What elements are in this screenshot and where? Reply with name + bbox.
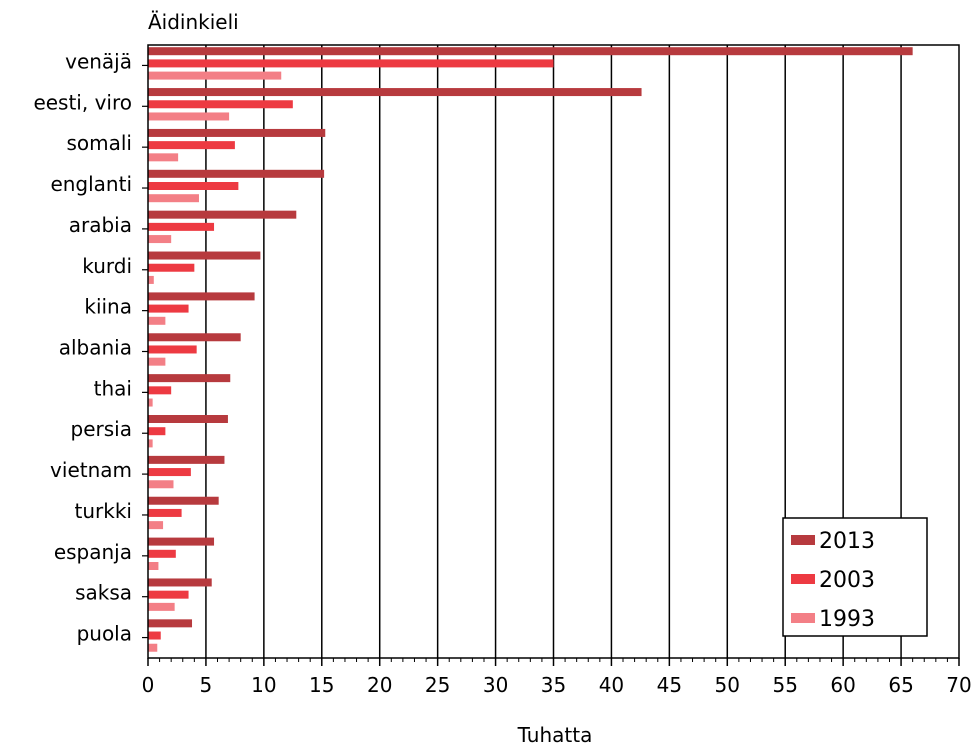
bar	[148, 508, 182, 517]
bar	[148, 316, 166, 325]
legend: 2013 2003 1993	[782, 517, 928, 637]
bar	[148, 128, 326, 137]
x-tick-label: 35	[541, 673, 566, 697]
x-tick-label: 45	[657, 673, 682, 697]
bar	[148, 631, 161, 640]
bar	[148, 398, 153, 407]
category-label: eesti, viro	[33, 90, 132, 114]
category-label: kurdi	[82, 254, 132, 278]
bar	[148, 415, 228, 423]
category-label: persia	[71, 417, 132, 441]
bar	[148, 71, 282, 80]
x-tick-label: 40	[599, 673, 624, 697]
bar	[148, 590, 189, 599]
bar	[148, 100, 293, 109]
bar	[148, 251, 261, 260]
bar	[148, 169, 325, 178]
bar	[148, 88, 642, 97]
bar	[148, 439, 153, 448]
legend-swatch	[791, 535, 815, 545]
x-tick-label: 65	[888, 673, 913, 697]
bar	[148, 468, 191, 477]
bar	[148, 549, 176, 558]
bar	[148, 643, 158, 652]
category-label: venäjä	[65, 49, 132, 73]
category-label: kiina	[84, 295, 132, 319]
legend-label: 2003	[819, 568, 875, 593]
bar	[148, 47, 913, 56]
legend-swatch	[791, 574, 815, 584]
x-tick-label: 60	[830, 673, 855, 697]
x-axis-ticks: 0 5 10 15 20 25 30 35 40 45 50 55 60 65 70	[142, 658, 972, 697]
x-tick-label: 55	[772, 673, 797, 697]
bars	[148, 47, 913, 652]
bar	[148, 345, 197, 354]
bar	[148, 112, 230, 121]
bar	[148, 562, 159, 570]
bar	[148, 141, 235, 150]
bar	[148, 333, 241, 342]
bar	[148, 275, 154, 284]
bar	[148, 427, 166, 436]
category-label: thai	[94, 376, 132, 400]
bar	[148, 235, 172, 244]
bar	[148, 263, 195, 272]
bar	[148, 578, 212, 587]
bar	[148, 619, 193, 628]
category-label: vietnam	[50, 458, 132, 482]
bar	[148, 304, 189, 313]
bar	[148, 521, 164, 530]
category-label: puola	[77, 622, 132, 646]
category-label: espanja	[54, 540, 132, 564]
bar	[148, 59, 554, 68]
x-tick-label: 0	[142, 673, 155, 697]
x-tick-label: 50	[715, 673, 740, 697]
legend-swatch	[791, 613, 815, 623]
x-tick-label: 15	[309, 673, 334, 697]
legend-label: 2013	[819, 529, 875, 554]
legend-label: 1993	[819, 607, 875, 632]
bar	[148, 153, 179, 162]
x-tick-label: 5	[200, 673, 213, 697]
x-tick-label: 10	[251, 673, 276, 697]
x-tick-label: 30	[483, 673, 508, 697]
bar	[148, 357, 166, 366]
category-label: albania	[59, 336, 132, 360]
x-tick-label: 20	[367, 673, 392, 697]
bar	[148, 182, 239, 190]
category-label: turkki	[75, 499, 132, 523]
bar	[148, 210, 297, 219]
category-label: somali	[66, 131, 132, 155]
category-label: arabia	[69, 213, 132, 237]
bar	[148, 537, 215, 546]
bar	[148, 496, 219, 505]
bar	[148, 386, 172, 395]
bar	[148, 602, 175, 611]
bar	[148, 374, 231, 383]
category-label: englanti	[50, 172, 132, 196]
bar	[148, 292, 255, 301]
x-axis-title: Tuhatta	[517, 723, 593, 747]
bar	[148, 222, 215, 231]
x-tick-label: 70	[946, 673, 971, 697]
bar	[148, 194, 199, 203]
y-axis-title: Äidinkieli	[148, 10, 239, 34]
bar	[148, 480, 174, 489]
bar	[148, 455, 225, 464]
x-tick-label: 25	[425, 673, 450, 697]
category-labels: venäjä eesti, viro somali englanti arabia kur…	[33, 49, 148, 646]
category-label: saksa	[75, 581, 132, 605]
